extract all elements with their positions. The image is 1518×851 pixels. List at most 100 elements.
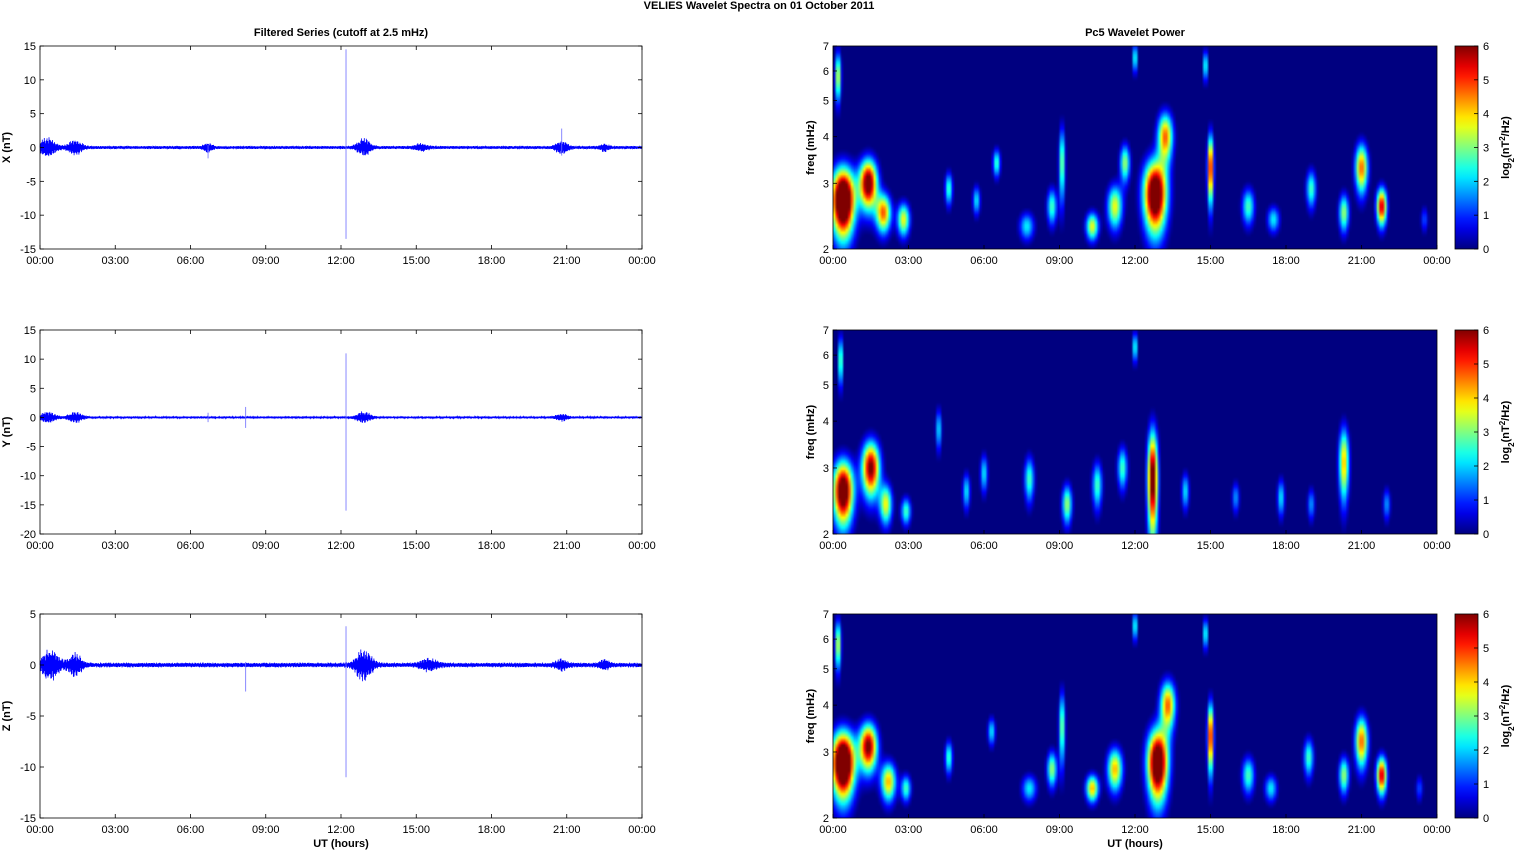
colorbar-tick-label: 2	[1483, 461, 1489, 473]
colorbar-tick-label: 6	[1483, 41, 1489, 53]
x-tick-label: 00:00	[26, 540, 54, 552]
colorbar-tick-label: 6	[1483, 325, 1489, 337]
x-tick-label: 18:00	[478, 824, 506, 836]
x-tick-label: 21:00	[553, 540, 581, 552]
x-tick-label: 06:00	[177, 255, 205, 267]
y-tick-label: 0	[30, 660, 36, 672]
y-axis-label: Z (nT)	[1, 700, 13, 731]
colorbar-tick-label: 1	[1483, 210, 1489, 222]
x-tick-label: 03:00	[895, 255, 923, 267]
y-tick-label: -20	[20, 529, 36, 541]
colorbar-tick-label: 3	[1483, 711, 1489, 723]
x-tick-label: 15:00	[402, 540, 430, 552]
y-tick-label: 5	[823, 664, 829, 676]
x-tick-label: 12:00	[1121, 824, 1149, 836]
x-tick-label: 09:00	[252, 255, 280, 267]
y-tick-label: 4	[823, 132, 829, 144]
colorbar-tick-label: 1	[1483, 779, 1489, 791]
spectrogram-panel-3: 2 3 4 5 6 7 00:00 03:00 06:00 09:00 12:00 15:00 18:0…	[805, 609, 1516, 850]
wavelet-power-image	[833, 330, 1437, 534]
colorbar: 0 1 2 3 4 5 6 log2(nT2/Hz)	[1454, 609, 1516, 825]
y-axis-label: freq (mHz)	[805, 404, 817, 459]
wavelet-power-image	[833, 614, 1437, 818]
colorbar-tick-label: 1	[1483, 495, 1489, 507]
y-tick-label: 0	[30, 143, 36, 155]
x-tick-label: 12:00	[1121, 540, 1149, 552]
timeseries-panel-3: -15 -10 -5 0 5 00:00 03:00 06:00 09:00 12:00 15:00…	[1, 609, 656, 850]
panel-title: Pc5 Wavelet Power	[1085, 27, 1186, 39]
x-axis-label: UT (hours)	[313, 838, 369, 850]
x-tick-label: 12:00	[327, 824, 355, 836]
signal-line	[39, 411, 643, 423]
x-tick-label: 15:00	[1197, 824, 1225, 836]
signal-line	[39, 649, 643, 682]
colorbar-tick-label: 5	[1483, 75, 1489, 87]
x-tick-label: 15:00	[1197, 540, 1225, 552]
signal-line	[39, 137, 643, 157]
y-tick-label: 7	[823, 325, 829, 337]
colorbar-label: log2(nT2/Hz)	[1498, 400, 1516, 463]
y-tick-label: 5	[30, 383, 36, 395]
colorbar-tick-label: 0	[1483, 529, 1489, 541]
x-tick-label: 18:00	[478, 255, 506, 267]
panel-title: Filtered Series (cutoff at 2.5 mHz)	[254, 27, 429, 39]
colorbar-tick-label: 2	[1483, 745, 1489, 757]
x-tick-label: 15:00	[402, 824, 430, 836]
x-tick-label: 21:00	[1348, 255, 1376, 267]
y-tick-label: 10	[24, 354, 36, 366]
x-tick-label: 09:00	[1046, 255, 1074, 267]
spectrogram-panel-1: 2 3 4 5 6 7 00:00 03:00 06:00 09:00 12:00 15:00 18:0…	[805, 27, 1516, 267]
colorbar-tick-label: 0	[1483, 244, 1489, 256]
x-tick-label: 18:00	[1272, 824, 1300, 836]
y-tick-label: 2	[823, 244, 829, 256]
x-tick-label: 21:00	[1348, 540, 1376, 552]
x-tick-label: 00:00	[1423, 540, 1451, 552]
y-tick-label: -5	[26, 442, 36, 454]
x-tick-label: 03:00	[101, 824, 129, 836]
x-tick-label: 00:00	[819, 540, 847, 552]
x-tick-label: 00:00	[628, 824, 656, 836]
x-tick-label: 00:00	[26, 824, 54, 836]
colorbar-tick-label: 3	[1483, 143, 1489, 155]
x-tick-label: 12:00	[327, 255, 355, 267]
y-tick-label: -5	[26, 176, 36, 188]
y-tick-label: 6	[823, 634, 829, 646]
x-tick-label: 15:00	[1197, 255, 1225, 267]
y-tick-label: -5	[26, 711, 36, 723]
y-tick-label: 6	[823, 66, 829, 78]
x-tick-label: 09:00	[1046, 824, 1074, 836]
figure-suptitle: VELIES Wavelet Spectra on 01 October 201…	[643, 0, 875, 12]
colorbar-tick-label: 0	[1483, 813, 1489, 825]
colorbar-tick-label: 6	[1483, 609, 1489, 621]
x-tick-label: 06:00	[970, 824, 998, 836]
plot-area	[40, 614, 642, 818]
x-tick-label: 00:00	[26, 255, 54, 267]
plot-area	[40, 330, 642, 534]
x-tick-label: 00:00	[1423, 255, 1451, 267]
y-tick-label: -15	[20, 813, 36, 825]
colorbar-tick-label: 3	[1483, 427, 1489, 439]
y-axis-label: X (nT)	[1, 132, 13, 163]
x-tick-label: 00:00	[628, 255, 656, 267]
y-tick-label: 5	[30, 609, 36, 621]
x-tick-label: 00:00	[819, 255, 847, 267]
x-tick-label: 18:00	[1272, 540, 1300, 552]
colorbar-tick-label: 5	[1483, 359, 1489, 371]
y-tick-label: 3	[823, 178, 829, 190]
x-tick-label: 00:00	[819, 824, 847, 836]
y-tick-label: 15	[24, 325, 36, 337]
y-tick-label: -15	[20, 500, 36, 512]
x-tick-label: 15:00	[402, 255, 430, 267]
colorbar: 0 1 2 3 4 5 6 log2(nT2/Hz)	[1454, 325, 1516, 541]
y-tick-label: 15	[24, 41, 36, 53]
x-tick-label: 21:00	[553, 255, 581, 267]
x-tick-label: 09:00	[252, 540, 280, 552]
y-tick-label: 7	[823, 609, 829, 621]
x-tick-label: 00:00	[1423, 824, 1451, 836]
y-tick-label: 2	[823, 529, 829, 541]
x-tick-label: 18:00	[1272, 255, 1300, 267]
y-tick-label: -10	[20, 762, 36, 774]
y-tick-label: 7	[823, 41, 829, 53]
colorbar-tick-label: 5	[1483, 643, 1489, 655]
